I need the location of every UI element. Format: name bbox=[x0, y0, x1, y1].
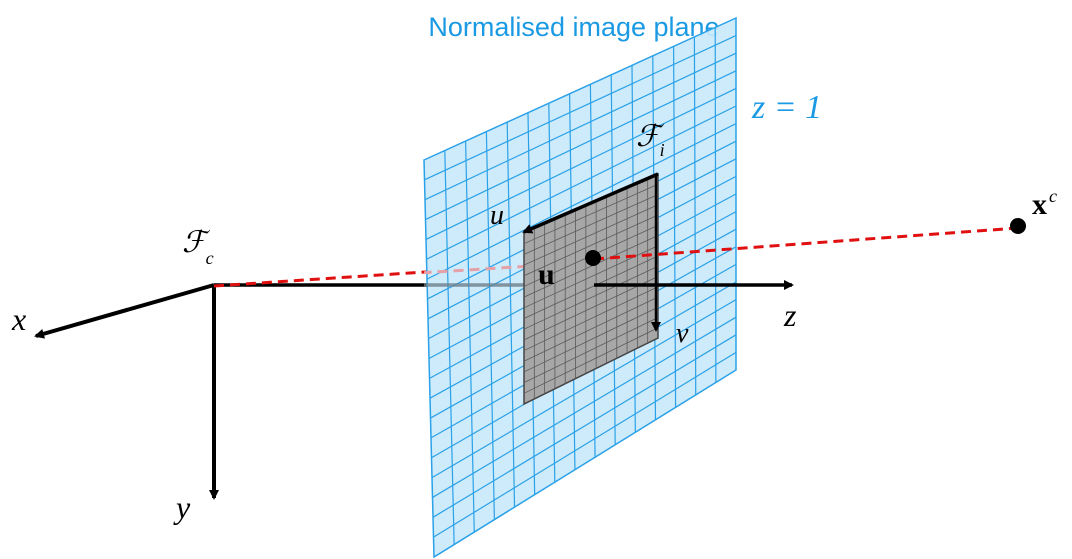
grid-line bbox=[523, 327, 659, 394]
u-axis-label: u bbox=[490, 200, 504, 231]
y-axis-label: y bbox=[173, 489, 191, 525]
grid-line bbox=[523, 255, 659, 319]
grid-line bbox=[523, 183, 659, 245]
v-axis-label: v bbox=[676, 318, 689, 349]
grid-line bbox=[523, 204, 659, 266]
grid-line bbox=[432, 334, 737, 518]
camera-frame-label: ℱc bbox=[182, 226, 214, 268]
grid-line bbox=[426, 105, 737, 260]
u-axis-arrow bbox=[522, 172, 659, 234]
grid-line bbox=[426, 123, 737, 280]
grid-line bbox=[523, 286, 659, 351]
x-axis-arrow bbox=[34, 283, 215, 339]
x-axis-label: x bbox=[11, 301, 26, 337]
projection-ray-far bbox=[593, 226, 1019, 261]
grid-line bbox=[523, 265, 659, 330]
grid-line bbox=[432, 316, 737, 498]
grid-line bbox=[523, 235, 659, 298]
z-axis-label: z bbox=[783, 297, 797, 333]
grid-line bbox=[424, 35, 737, 181]
grid-line bbox=[433, 351, 737, 538]
plane-equation-label: z = 1 bbox=[751, 89, 822, 126]
grid-line bbox=[425, 70, 737, 221]
grid-line bbox=[523, 306, 659, 373]
grid-line bbox=[424, 52, 737, 201]
grid-line bbox=[523, 317, 659, 383]
grid-line bbox=[523, 194, 659, 255]
grid-line bbox=[431, 299, 737, 479]
grid-line bbox=[523, 296, 659, 362]
grid-line bbox=[523, 214, 659, 277]
grid-line bbox=[425, 87, 737, 240]
image-point-label: u bbox=[538, 258, 555, 291]
projection-ray-near bbox=[213, 269, 441, 288]
world-point bbox=[1010, 218, 1026, 234]
image-point bbox=[585, 250, 601, 266]
occluded-lines bbox=[424, 264, 536, 287]
grid-line bbox=[523, 276, 659, 341]
diagram-title: Normalised image plane bbox=[428, 12, 719, 42]
